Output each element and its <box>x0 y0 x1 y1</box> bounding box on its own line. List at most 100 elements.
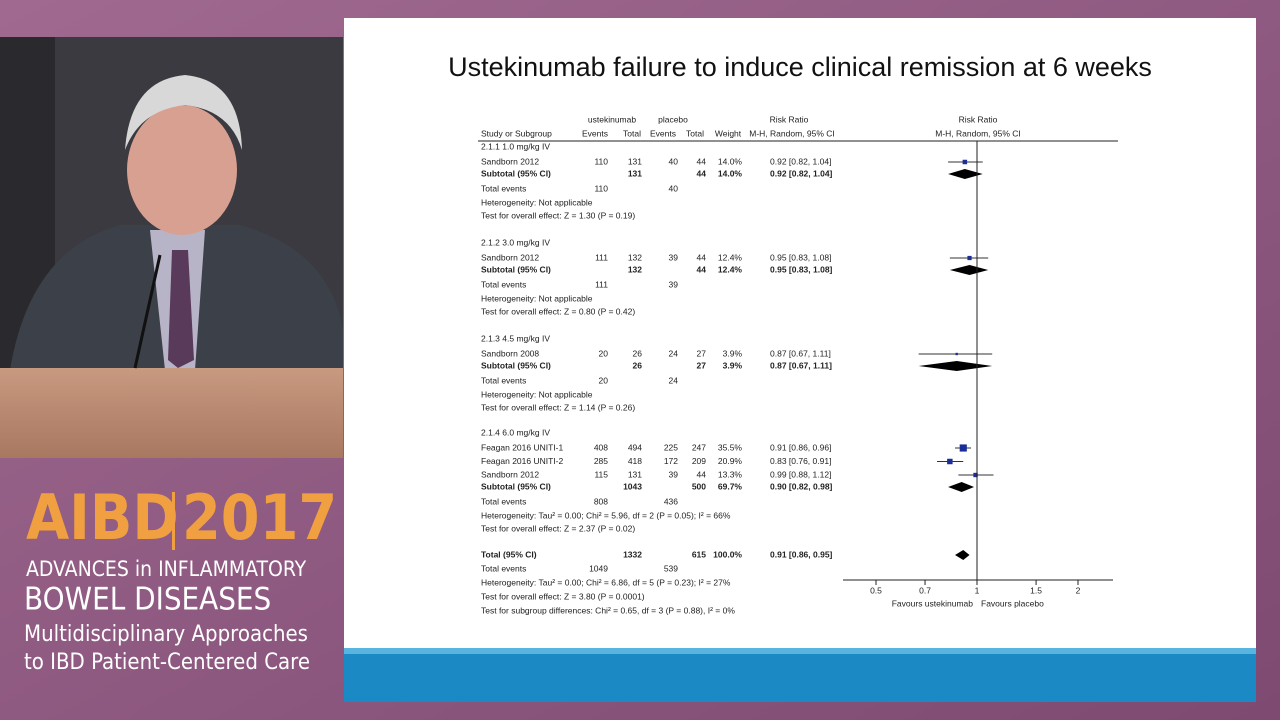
total-cell: 44 <box>697 168 707 178</box>
column-header: Risk Ratio <box>959 114 998 124</box>
events-cell: 111 <box>595 279 608 289</box>
ci-cell: 0.91 [0.86, 0.96] <box>770 442 831 452</box>
overall-effect: Test for overall effect: Z = 0.80 (P = 0… <box>481 306 635 316</box>
overall-effect: Test for overall effect: Z = 1.30 (P = 0… <box>481 210 635 220</box>
events-cell: 408 <box>594 442 608 452</box>
x-tick-label: 0.7 <box>919 585 931 595</box>
study-name: Sandborn 2012 <box>481 469 539 479</box>
heterogeneity: Heterogeneity: Not applicable <box>481 389 593 399</box>
total-cell: 131 <box>628 156 642 166</box>
events-cell: 808 <box>594 496 608 506</box>
ci-cell: 0.87 [0.67, 1.11] <box>770 360 832 370</box>
heterogeneity: Heterogeneity: Tau² = 0.00; Chi² = 5.96,… <box>481 510 731 520</box>
column-header: M-H, Random, 95% CI <box>749 128 835 138</box>
logo-line: BOWEL DISEASES <box>24 582 271 618</box>
overall-effect: Test for overall effect: Z = 3.80 (P = 0… <box>481 591 645 601</box>
ci-cell: 0.87 [0.67, 1.11] <box>770 348 831 358</box>
effect-diamond <box>918 361 993 371</box>
events-cell: 24 <box>669 348 679 358</box>
column-header: Events <box>650 128 676 138</box>
total-cell: 44 <box>697 156 707 166</box>
heterogeneity: Heterogeneity: Tau² = 0.00; Chi² = 6.86,… <box>481 577 731 587</box>
total-events-label: Total events <box>481 375 526 385</box>
ci-cell: 0.95 [0.83, 1.08] <box>770 252 831 262</box>
total-cell: 44 <box>697 264 707 274</box>
total-events-label: Total events <box>481 496 526 506</box>
x-tick-label: 1.5 <box>1030 585 1042 595</box>
events-cell: 39 <box>669 252 679 262</box>
overall-effect: Test for overall effect: Z = 2.37 (P = 0… <box>481 523 635 533</box>
pooled-name: Subtotal (95% CI) <box>481 481 551 491</box>
total-cell: 1043 <box>623 481 642 491</box>
pooled-name: Subtotal (95% CI) <box>481 168 551 178</box>
logo: AIBD 2017 ADVANCES in INFLAMMATORY BOWEL… <box>24 481 337 675</box>
column-header: Weight <box>715 128 742 138</box>
events-cell: 39 <box>669 279 679 289</box>
ci-cell: 0.91 [0.86, 0.95] <box>770 549 833 559</box>
slide-band <box>344 654 1256 702</box>
ci-cell: 0.95 [0.83, 1.08] <box>770 264 833 274</box>
column-header: Study or Subgroup <box>481 128 552 138</box>
speaker-video <box>0 37 343 458</box>
total-events-label: Total events <box>481 183 526 193</box>
weight-cell: 13.3% <box>718 469 743 479</box>
logo-divider <box>172 492 175 550</box>
effect-square <box>967 255 972 261</box>
subgroup-heading: 2.1.4 6.0 mg/kg IV <box>481 427 550 437</box>
total-cell: 27 <box>697 348 707 358</box>
axis-label: Favours ustekinumab <box>892 598 974 608</box>
events-cell: 40 <box>669 183 679 193</box>
total-cell: 26 <box>633 360 643 370</box>
study-name: Sandborn 2012 <box>481 252 539 262</box>
events-cell: 39 <box>669 469 679 479</box>
weight-cell: 100.0% <box>713 549 742 559</box>
slide-title: Ustekinumab failure to induce clinical r… <box>448 52 1152 82</box>
events-cell: 20 <box>599 348 609 358</box>
x-tick-label: 1 <box>975 585 980 595</box>
events-cell: 40 <box>669 156 679 166</box>
logo-line: ADVANCES in INFLAMMATORY <box>26 557 307 581</box>
ci-cell: 0.92 [0.82, 1.04] <box>770 168 833 178</box>
column-header: ustekinumab <box>588 114 636 124</box>
logo-line: Multidisciplinary Approaches <box>24 622 308 647</box>
effect-square <box>973 472 978 478</box>
subgroup-heading: 2.1.1 1.0 mg/kg IV <box>481 141 550 151</box>
events-cell: 110 <box>594 183 608 193</box>
total-cell: 209 <box>692 456 706 466</box>
column-header: placebo <box>658 114 688 124</box>
total-cell: 132 <box>628 264 642 274</box>
subgroup-heading: 2.1.3 4.5 mg/kg IV <box>481 333 550 343</box>
x-tick-label: 2 <box>1076 585 1081 595</box>
pooled-name: Subtotal (95% CI) <box>481 360 551 370</box>
logo-line: to IBD Patient-Centered Care <box>24 650 310 675</box>
effect-square <box>962 159 968 165</box>
total-cell: 418 <box>628 456 642 466</box>
total-cell: 131 <box>628 168 642 178</box>
x-tick-label: 0.5 <box>870 585 882 595</box>
total-cell: 494 <box>628 442 642 452</box>
slide <box>344 18 1256 702</box>
study-name: Sandborn 2012 <box>481 156 539 166</box>
column-header: Risk Ratio <box>770 114 809 124</box>
heterogeneity: Heterogeneity: Not applicable <box>481 293 593 303</box>
subgroup-differences: Test for subgroup differences: Chi² = 0.… <box>481 605 735 615</box>
ci-cell: 0.83 [0.76, 0.91] <box>770 456 831 466</box>
study-name: Feagan 2016 UNITI-2 <box>481 456 563 466</box>
events-cell: 436 <box>664 496 678 506</box>
events-cell: 20 <box>599 375 609 385</box>
effect-square <box>955 352 958 356</box>
weight-cell: 69.7% <box>718 481 743 491</box>
effect-diamond <box>949 265 989 275</box>
weight-cell: 20.9% <box>718 456 743 466</box>
pooled-name: Total (95% CI) <box>481 549 537 559</box>
subgroup-heading: 2.1.2 3.0 mg/kg IV <box>481 237 550 247</box>
events-cell: 285 <box>594 456 608 466</box>
column-header: Total <box>686 128 704 138</box>
total-events-label: Total events <box>481 279 526 289</box>
weight-cell: 14.0% <box>718 156 743 166</box>
weight-cell: 35.5% <box>718 442 743 452</box>
total-cell: 500 <box>692 481 706 491</box>
total-cell: 44 <box>697 252 707 262</box>
total-cell: 132 <box>628 252 642 262</box>
